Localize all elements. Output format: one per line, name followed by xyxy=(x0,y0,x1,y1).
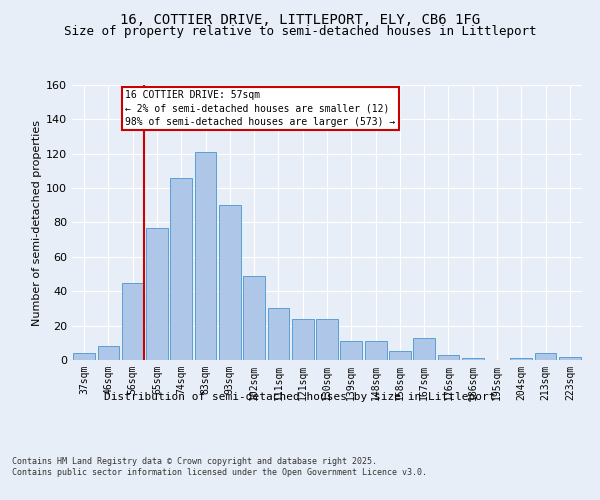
Bar xyxy=(97,346,119,360)
Bar xyxy=(194,152,217,360)
Y-axis label: Number of semi-detached properties: Number of semi-detached properties xyxy=(32,120,42,326)
Text: Contains HM Land Registry data © Crown copyright and database right 2025.
Contai: Contains HM Land Registry data © Crown c… xyxy=(12,458,427,477)
Bar xyxy=(365,341,386,360)
Text: Distribution of semi-detached houses by size in Littleport: Distribution of semi-detached houses by … xyxy=(104,392,496,402)
Text: 16 COTTIER DRIVE: 57sqm
← 2% of semi-detached houses are smaller (12)
98% of sem: 16 COTTIER DRIVE: 57sqm ← 2% of semi-det… xyxy=(125,90,395,126)
Bar xyxy=(413,338,435,360)
Bar xyxy=(219,206,241,360)
Bar xyxy=(73,353,95,360)
Bar xyxy=(535,353,556,360)
Bar xyxy=(122,282,143,360)
Bar xyxy=(316,319,338,360)
Bar xyxy=(243,276,265,360)
Bar xyxy=(146,228,168,360)
Bar xyxy=(268,308,289,360)
Bar xyxy=(170,178,192,360)
Bar xyxy=(462,358,484,360)
Bar xyxy=(437,355,460,360)
Text: Size of property relative to semi-detached houses in Littleport: Size of property relative to semi-detach… xyxy=(64,25,536,38)
Bar xyxy=(559,356,581,360)
Bar xyxy=(389,352,411,360)
Bar xyxy=(511,358,532,360)
Bar xyxy=(340,341,362,360)
Bar xyxy=(292,319,314,360)
Text: 16, COTTIER DRIVE, LITTLEPORT, ELY, CB6 1FG: 16, COTTIER DRIVE, LITTLEPORT, ELY, CB6 … xyxy=(120,12,480,26)
